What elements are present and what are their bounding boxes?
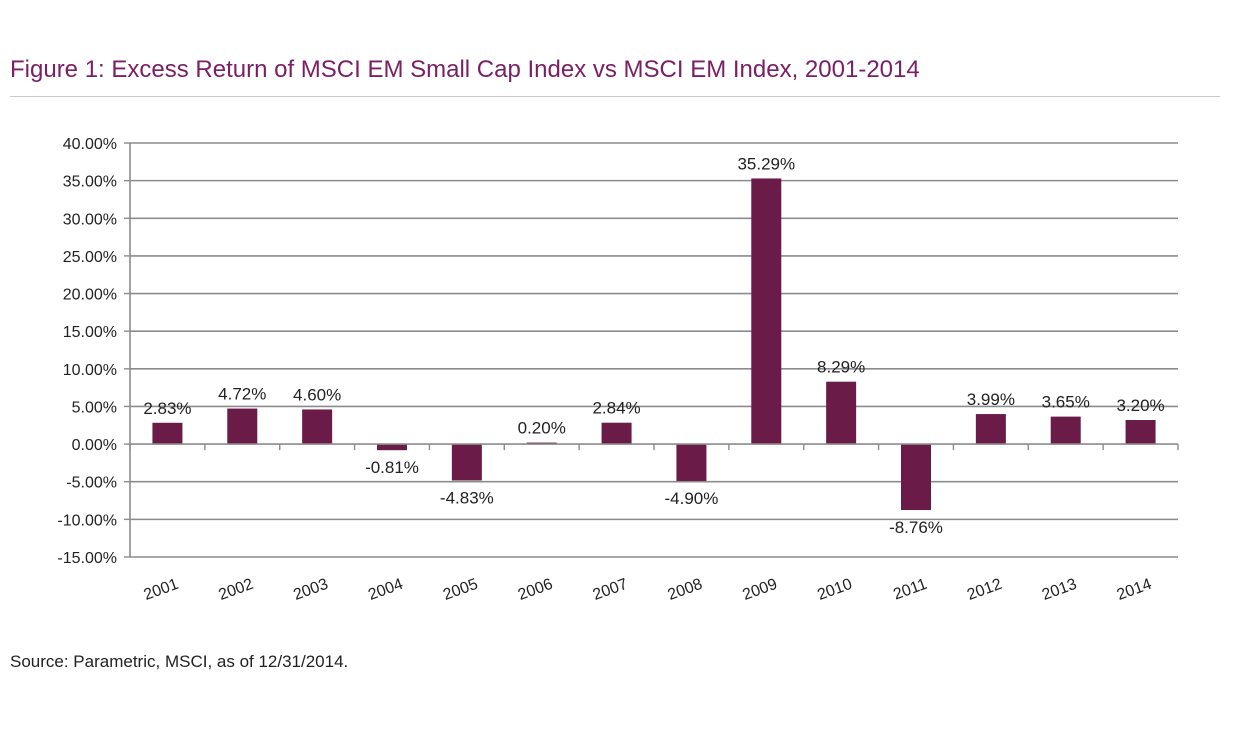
bar-chart: 40.00% 35.00% 30.00% 25.00% 20.00% 15.00% 10.0… <box>57 136 1179 604</box>
data-label-2010: 8.29% <box>817 358 865 377</box>
data-label-2012: 3.99% <box>967 390 1015 409</box>
gridlines <box>130 142 1178 558</box>
data-label-2014: 3.20% <box>1116 396 1164 415</box>
y-tick-label: 35.00% <box>63 174 117 191</box>
data-label-2001: 2.83% <box>143 399 191 418</box>
data-label-2002: 4.72% <box>218 385 266 404</box>
x-tick-label: 2002 <box>216 576 255 604</box>
x-tick-label: 2007 <box>591 576 630 604</box>
data-label-2008: -4.90% <box>664 489 718 508</box>
y-tick-label: 10.00% <box>63 362 117 379</box>
x-tick-label: 2008 <box>666 576 705 604</box>
title-divider <box>10 96 1220 97</box>
x-tick-label: 2009 <box>740 576 779 604</box>
bar-2009 <box>751 178 782 445</box>
bar-2008 <box>676 444 707 481</box>
x-tick-label: 2005 <box>441 576 480 604</box>
x-tick-label: 2003 <box>291 576 330 604</box>
x-tick-label: 2001 <box>142 576 181 604</box>
y-tick-label: -15.00% <box>57 550 117 567</box>
x-tick-label: 2010 <box>815 576 854 604</box>
bar-2002 <box>227 408 258 445</box>
y-tick-label: 15.00% <box>63 324 117 341</box>
x-tick-label: 2012 <box>965 576 1004 604</box>
data-label-2006: 0.20% <box>518 419 566 438</box>
bar-2001 <box>152 422 183 445</box>
y-tick-label: 5.00% <box>72 399 117 416</box>
bar-2010 <box>826 381 857 445</box>
x-tick-label: 2004 <box>366 576 405 604</box>
data-labels: 2.83% 4.72% 4.60% -0.81% -4.83% 0.20% 2.84% -4.… <box>143 154 1164 537</box>
bar-2007 <box>601 422 632 445</box>
bar-2003 <box>302 409 333 445</box>
y-tick-label: 0.00% <box>72 437 117 454</box>
data-label-2011: -8.76% <box>889 518 943 537</box>
figure-title: Figure 1: Excess Return of MSCI EM Small… <box>10 56 920 83</box>
y-tick-label: -10.00% <box>57 512 117 529</box>
y-tick-label: 30.00% <box>63 211 117 228</box>
data-label-2004: -0.81% <box>365 458 419 477</box>
axes <box>124 142 1179 558</box>
y-tick-label: 20.00% <box>63 287 117 304</box>
x-tick-label: 2013 <box>1040 576 1079 604</box>
bars <box>152 178 1156 511</box>
bar-2011 <box>901 444 931 511</box>
y-tick-label: 25.00% <box>63 249 117 266</box>
data-label-2005: -4.83% <box>440 488 494 507</box>
data-label-2003: 4.60% <box>293 385 341 404</box>
bar-2013 <box>1050 416 1081 445</box>
x-tick-label: 2006 <box>516 576 555 604</box>
y-tick-label: 40.00% <box>63 136 117 153</box>
data-label-2007: 2.84% <box>592 399 640 418</box>
x-tick-label: 2011 <box>891 576 929 604</box>
source-note: Source: Parametric, MSCI, as of 12/31/20… <box>10 652 349 671</box>
data-label-2009: 35.29% <box>737 154 795 173</box>
bar-2005 <box>451 444 482 481</box>
x-axis-tick-labels: 2001 2002 2003 2004 2005 2006 2007 2008 2009 2010… <box>142 576 1154 604</box>
bar-2012 <box>975 414 1006 445</box>
y-axis-tick-labels: 40.00% 35.00% 30.00% 25.00% 20.00% 15.00% 10.0… <box>57 136 117 567</box>
x-tick-label: 2014 <box>1115 576 1154 604</box>
y-tick-label: -5.00% <box>66 475 117 492</box>
bar-2004 <box>377 444 407 451</box>
data-label-2013: 3.65% <box>1042 393 1090 412</box>
bar-2014 <box>1125 420 1156 445</box>
